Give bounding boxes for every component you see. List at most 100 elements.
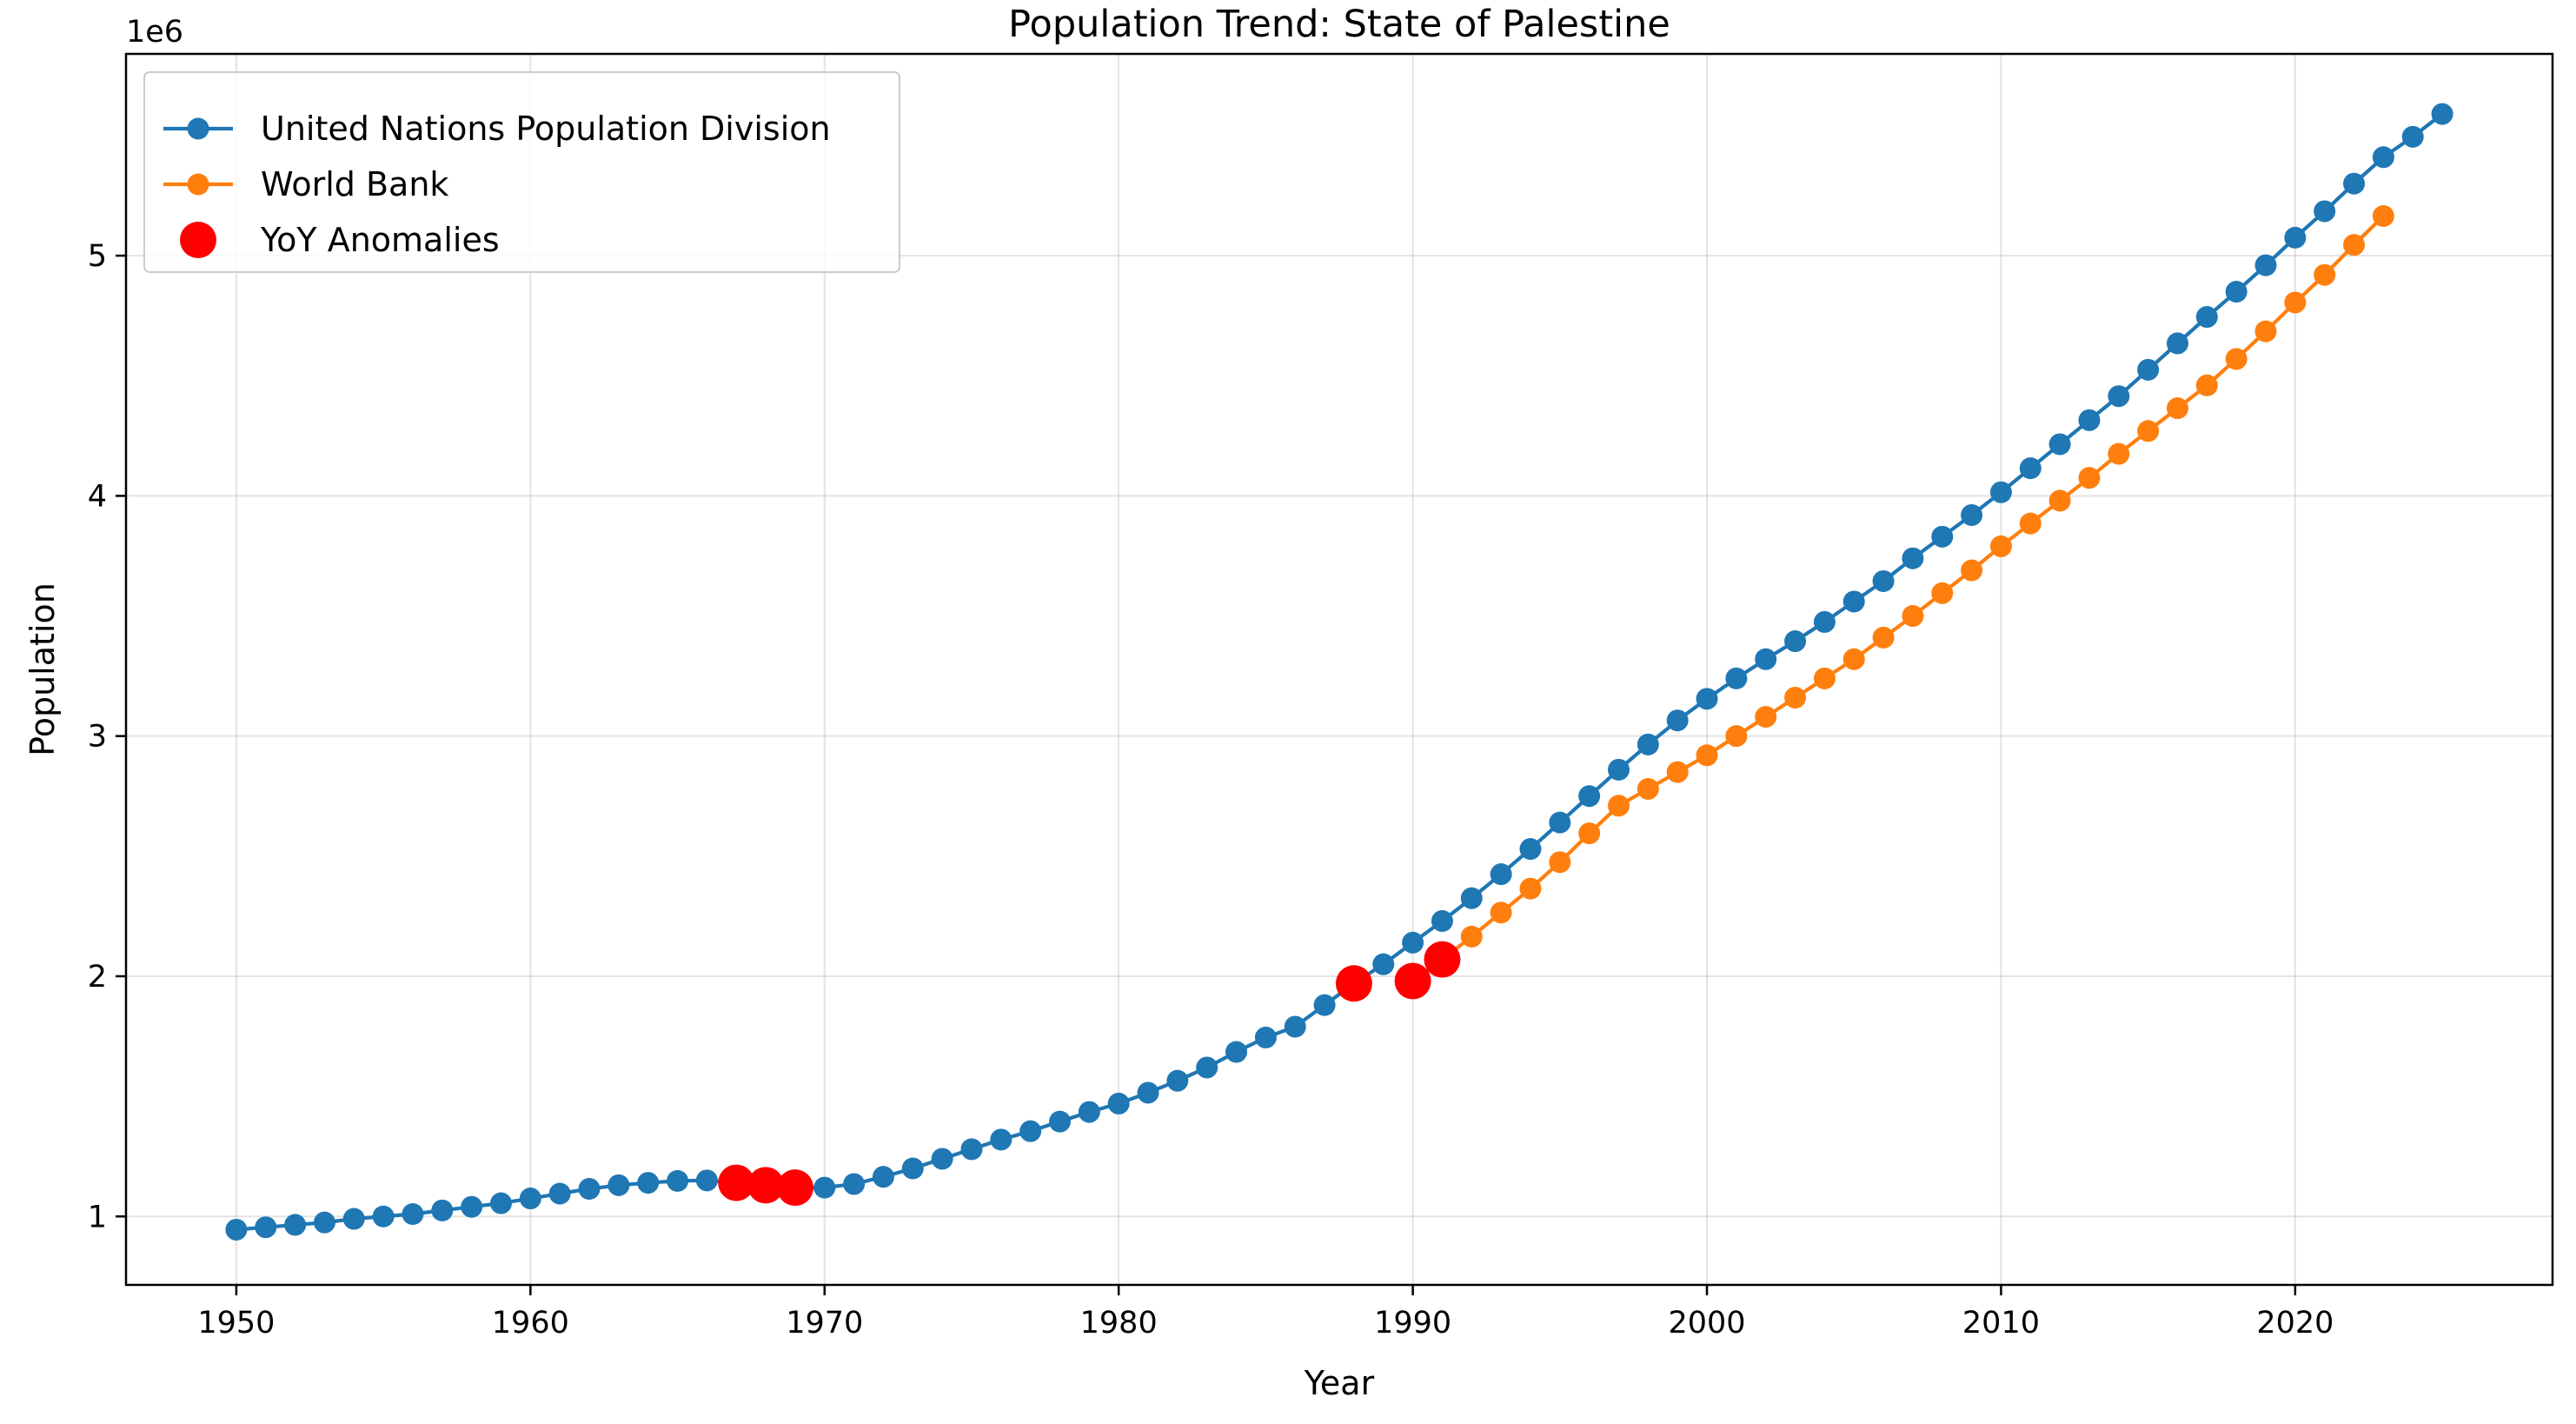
data-point [2195,374,2218,396]
data-point [255,1216,277,1239]
legend-marker [187,117,209,140]
x-axis-label: Year [1304,1364,1375,1402]
anomaly-point [718,1164,755,1201]
data-point [1755,648,1777,670]
data-point [1254,1026,1277,1048]
data-point [2019,512,2042,535]
data-point [1666,761,1689,783]
data-point [2372,204,2394,227]
data-point [519,1188,541,1210]
data-point [2401,125,2424,148]
data-point [607,1174,630,1196]
data-point [1578,785,1601,808]
data-point [1578,822,1601,845]
x-tick-label: 1960 [492,1306,569,1341]
data-point [1725,667,1748,689]
data-point [313,1211,335,1234]
data-point [2078,467,2101,489]
data-point [2195,306,2218,329]
data-point [1313,994,1336,1016]
data-point [1961,559,1983,582]
data-point [960,1138,983,1161]
data-point [1872,569,1895,592]
anomaly-point [1335,965,1372,1002]
data-point [2343,172,2366,195]
data-point [1637,777,1659,800]
data-point [2284,226,2307,249]
data-point [1961,503,1983,526]
data-point [1931,525,1954,548]
data-point [1989,481,2012,503]
data-point [1813,667,1836,689]
data-point [1402,931,1424,954]
data-point [1107,1092,1130,1115]
data-point [1637,733,1659,755]
anomaly-point [1424,941,1461,978]
data-point [1784,686,1807,709]
data-point [2314,200,2336,223]
legend: United Nations Population Division World … [143,71,900,273]
data-point [1019,1120,1042,1142]
data-point [2225,281,2247,303]
x-tick-label: 1980 [1080,1306,1158,1341]
data-point [1196,1056,1218,1079]
data-point [1902,547,1924,569]
x-tick-label: 1970 [786,1306,863,1341]
data-point [872,1166,894,1188]
data-point [1549,851,1571,874]
data-point [1608,795,1630,817]
legend-marker [180,222,216,258]
anomaly-markers [718,941,1461,1207]
y-axis-offset-text: 1e6 [126,15,183,50]
data-point [695,1169,718,1192]
legend-entry: YoY Anomalies [180,221,500,259]
legend-entry: World Bank [163,165,448,203]
data-point [2137,358,2160,381]
chart-title: Population Trend: State of Palestine [1008,3,1670,46]
data-point [1931,582,1954,604]
anomaly-point [1394,962,1431,1000]
data-point [843,1173,866,1195]
data-point [990,1128,1012,1151]
data-point [2108,385,2130,408]
data-point [2048,489,2071,512]
data-point [1696,744,1718,767]
data-point [2137,420,2160,443]
legend-entry: United Nations Population Division [163,110,831,148]
data-point [2254,254,2277,276]
data-point [489,1192,512,1214]
data-point [1666,709,1689,732]
series-line [1411,214,2385,983]
data-point [931,1148,953,1170]
y-axis-label: Population [23,582,62,756]
data-point [1902,605,1924,628]
data-point [1137,1081,1159,1104]
data-point [2019,457,2042,480]
data-point [2254,320,2277,343]
data-point [1813,610,1836,633]
data-point [402,1202,424,1225]
data-point [284,1214,307,1236]
data-point [548,1182,571,1205]
data-point [2225,348,2247,370]
data-point [1784,630,1807,653]
data-point [1842,648,1865,670]
data-point [1460,887,1483,909]
x-tick-label: 2010 [1962,1306,2040,1341]
data-point [1519,877,1542,900]
data-point [2314,263,2336,286]
data-point [901,1157,924,1180]
x-tick-label: 2000 [1668,1306,1745,1341]
data-point [372,1205,395,1228]
anomaly-point [776,1169,813,1207]
y-tick-label: 4 [88,479,107,514]
data-point [461,1195,483,1218]
data-point [2167,397,2189,420]
data-point [637,1172,660,1194]
data-point [1725,725,1748,748]
data-point [1490,863,1512,886]
data-point [1989,535,2012,557]
legend-box [143,71,900,273]
legend-label: United Nations Population Division [261,110,831,148]
